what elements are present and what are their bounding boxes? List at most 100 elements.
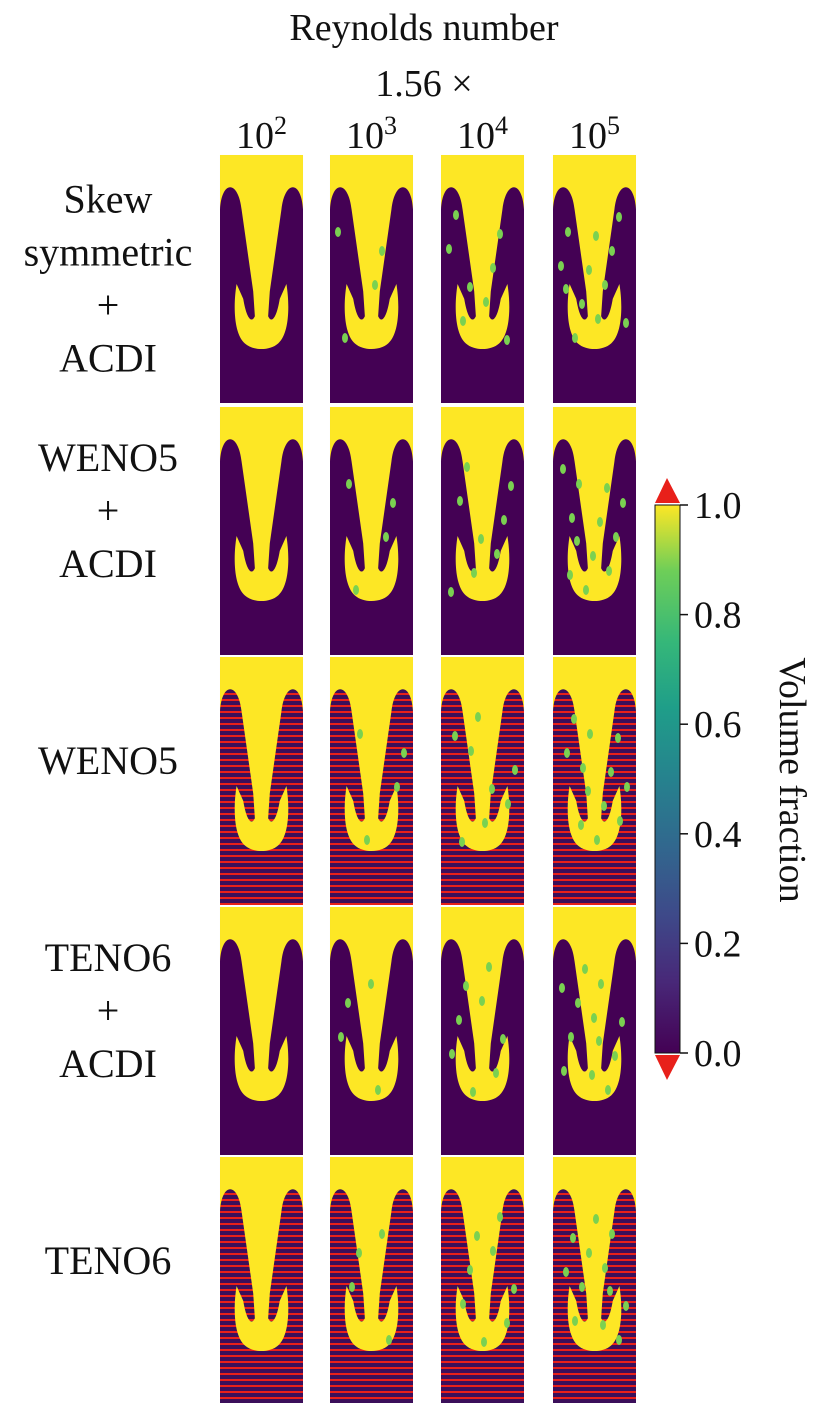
- droplet: [596, 1036, 602, 1046]
- droplet: [511, 1284, 517, 1294]
- column-label: 105: [569, 111, 620, 157]
- simulation-panel: [330, 155, 413, 403]
- droplet: [579, 299, 585, 309]
- droplet: [559, 983, 565, 993]
- droplet: [349, 1282, 355, 1292]
- colorbar-tick-label: 0.6: [694, 704, 742, 746]
- droplet: [471, 568, 477, 578]
- droplet: [483, 297, 489, 307]
- droplet: [569, 513, 575, 523]
- droplet: [616, 212, 622, 222]
- row-label: +: [97, 988, 120, 1033]
- droplet: [601, 801, 607, 811]
- colorbar-label: Volume fraction: [771, 657, 813, 902]
- droplet: [571, 714, 577, 724]
- droplet: [623, 318, 629, 328]
- droplet: [586, 265, 592, 275]
- droplet: [489, 784, 495, 794]
- droplet: [602, 1263, 608, 1273]
- row-label: symmetric: [24, 230, 193, 275]
- colorbar: Volume fraction 0.0 0.2 0.4 0.6 0.8 1.0: [654, 478, 813, 1080]
- droplet: [605, 1085, 611, 1095]
- simulation-panel: [330, 907, 413, 1155]
- droplet: [587, 729, 593, 739]
- droplet: [456, 1015, 462, 1025]
- droplet: [401, 748, 407, 758]
- row-label: ACDI: [59, 541, 157, 586]
- droplet: [560, 464, 566, 474]
- droplet: [486, 962, 492, 972]
- row-label: TENO6: [45, 1238, 172, 1283]
- simulation-panel: [441, 1157, 524, 1403]
- droplet: [575, 998, 581, 1008]
- row-label: Skew: [64, 177, 153, 222]
- droplet: [598, 979, 604, 989]
- droplet: [606, 566, 612, 576]
- droplet: [585, 786, 591, 796]
- row-label: ACDI: [59, 336, 157, 381]
- droplet: [580, 763, 586, 773]
- row-label: ACDI: [59, 1041, 157, 1086]
- simulation-panel: [553, 407, 636, 655]
- simulation-panel: [220, 907, 303, 1155]
- header-title: Reynolds number: [289, 7, 558, 49]
- droplet: [457, 496, 463, 506]
- droplet: [497, 1212, 503, 1222]
- droplet: [460, 1299, 466, 1309]
- droplet: [576, 479, 582, 489]
- droplet: [364, 835, 370, 845]
- colorbar-tick-label: 0.4: [694, 814, 742, 856]
- plume: [220, 1157, 303, 1351]
- plume: [441, 407, 524, 601]
- droplet: [357, 729, 363, 739]
- droplet: [338, 1032, 344, 1042]
- plume: [220, 407, 303, 601]
- column-exponent: 4: [495, 111, 508, 140]
- droplet: [356, 1248, 362, 1258]
- droplet: [602, 280, 608, 290]
- row-label: +: [97, 283, 120, 328]
- droplet: [478, 534, 484, 544]
- droplet: [594, 835, 600, 845]
- simulation-panel: [220, 1157, 303, 1403]
- droplet: [342, 333, 348, 343]
- simulation-panel: [330, 657, 413, 905]
- droplet: [604, 483, 610, 493]
- droplet: [615, 733, 621, 743]
- droplet: [394, 782, 400, 792]
- droplet: [467, 282, 473, 292]
- droplet: [572, 333, 578, 343]
- droplet: [505, 799, 511, 809]
- droplet: [607, 1286, 613, 1296]
- simulation-panel: [220, 657, 303, 905]
- plume: [330, 657, 413, 851]
- droplet: [620, 498, 626, 508]
- droplet: [624, 782, 630, 792]
- droplet: [490, 263, 496, 273]
- row-label: TENO6: [45, 935, 172, 980]
- droplet: [501, 515, 507, 525]
- droplet: [460, 316, 466, 326]
- plume: [330, 1157, 413, 1351]
- droplet: [595, 314, 601, 324]
- simulation-panel: [441, 407, 524, 655]
- droplet: [470, 1087, 476, 1097]
- droplet: [345, 998, 351, 1008]
- droplet: [481, 1337, 487, 1347]
- column-labels: 102 103 104 105: [236, 111, 620, 157]
- plume: [553, 657, 636, 851]
- colorbar-tick-label: 0.2: [694, 923, 742, 965]
- row-label: WENO5: [38, 435, 178, 480]
- droplet: [500, 1034, 506, 1044]
- droplet: [578, 820, 584, 830]
- simulation-panel: [220, 407, 303, 655]
- droplet: [609, 1229, 615, 1239]
- droplet: [561, 1066, 567, 1076]
- header-subtitle: 1.56 ×: [375, 63, 472, 105]
- droplet: [490, 1246, 496, 1256]
- droplet: [590, 551, 596, 561]
- column-label: 104: [457, 111, 508, 157]
- simulation-panel: [553, 1157, 636, 1403]
- plume: [220, 907, 303, 1101]
